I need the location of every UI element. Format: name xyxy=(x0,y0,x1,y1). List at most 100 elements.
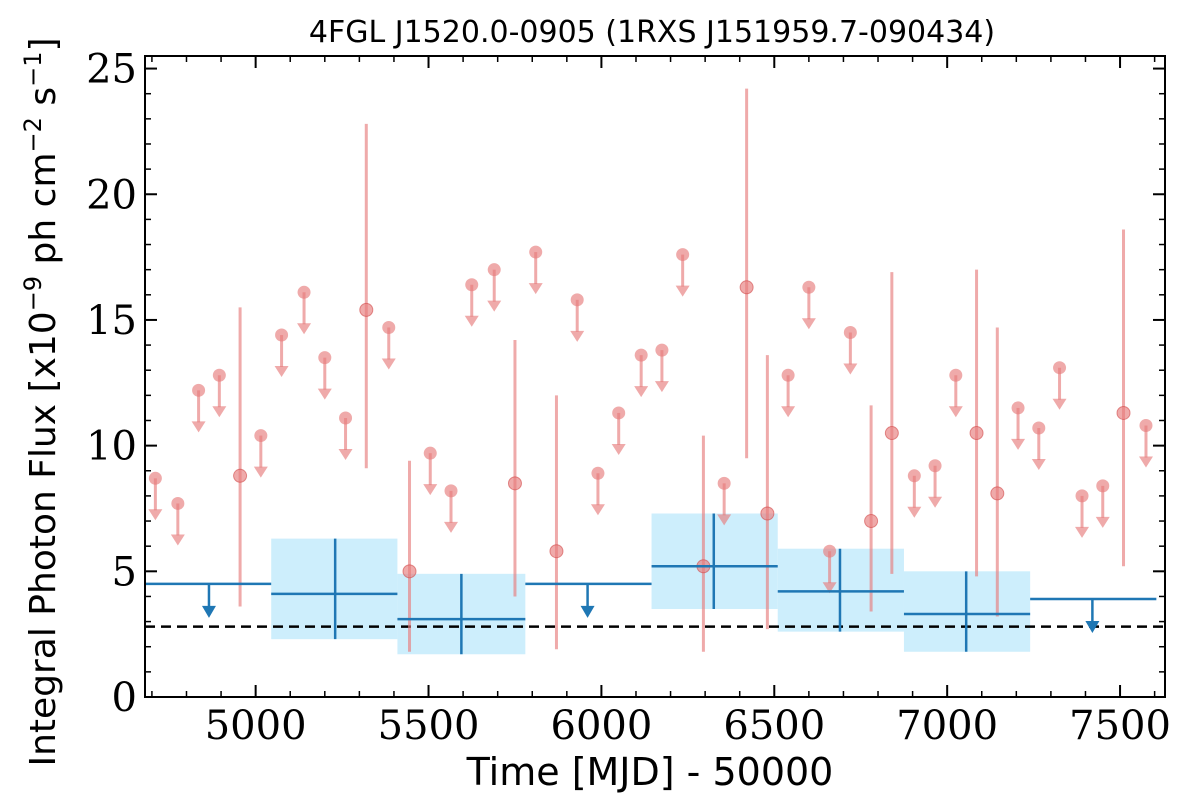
short-bin-point xyxy=(739,280,754,295)
short-bin-limit-point xyxy=(949,368,963,382)
short-bin-limit-point xyxy=(1139,419,1153,433)
y-axis-label: Integral Photon Flux [x10−9 ph cm−2 s−1] xyxy=(19,37,64,766)
short-bin-limit-point xyxy=(297,285,311,299)
x-tick-label: 5500 xyxy=(378,703,480,749)
short-bin-point xyxy=(990,486,1005,501)
short-bin-limit-arrow xyxy=(191,421,206,433)
short-bin-limit-arrow xyxy=(907,506,922,518)
short-bin-limit-point xyxy=(612,406,626,420)
short-bin-limit-point xyxy=(823,544,837,558)
short-bin-limit-arrow xyxy=(717,514,732,526)
long-bin-limit-arrow xyxy=(1085,620,1100,633)
short-bin-limit-point xyxy=(1032,421,1046,435)
y-tick-label: 0 xyxy=(112,675,137,721)
x-tick-label: 6000 xyxy=(551,703,653,749)
short-bin-limit-point xyxy=(843,326,857,340)
short-bin-marks xyxy=(148,88,1153,652)
short-bin-limit-point xyxy=(254,429,268,443)
short-bin-limit-point xyxy=(570,293,584,307)
short-bin-point xyxy=(884,426,899,441)
y-tick-label: 5 xyxy=(112,549,137,595)
short-bin-limit-arrow xyxy=(528,283,543,295)
short-bin-limit-point xyxy=(1053,361,1067,375)
short-bin-limit-arrow xyxy=(317,388,332,400)
short-bin-limit-point xyxy=(171,496,185,510)
x-tick-label: 6500 xyxy=(723,703,825,749)
y-tick-label: 15 xyxy=(86,298,137,344)
y-axis-label-exponent-3: −1 xyxy=(19,52,47,87)
short-bin-limit-arrow xyxy=(274,366,289,378)
short-bin-limit-point xyxy=(928,459,942,473)
short-bin-limit-arrow xyxy=(611,443,626,455)
short-bin-limit-arrow xyxy=(801,318,816,330)
short-bin-limit-arrow xyxy=(822,582,837,594)
short-bin-limit-point xyxy=(802,280,816,294)
short-bin-limit-arrow xyxy=(170,534,185,546)
short-bin-limit-arrow xyxy=(634,386,649,398)
tick-labels: 5000 5500 6000 6500 7000 7500 0 5 10 15 20 25 xyxy=(86,47,1171,749)
y-tick-label: 10 xyxy=(86,424,137,470)
short-bin-limit-arrow xyxy=(1052,398,1067,410)
x-tick-label: 7500 xyxy=(1069,703,1171,749)
short-bin-limit-point xyxy=(318,351,332,365)
short-bin-limit-arrow xyxy=(675,285,690,297)
x-axis-label: Time [MJD] - 50000 xyxy=(466,750,834,794)
short-bin-limit-point xyxy=(907,469,921,483)
short-bin-limit-arrow xyxy=(148,509,163,521)
short-bin-limit-arrow xyxy=(381,358,396,370)
long-bin-limit-arrow xyxy=(580,605,595,618)
short-bin-point xyxy=(760,506,775,521)
short-bin-limit-point xyxy=(781,368,795,382)
short-bin-limit-point xyxy=(444,484,458,498)
chart-title: 4FGL J1520.0-0905 (1RXS J151959.7-090434… xyxy=(309,15,995,50)
long-bin-limit-arrow xyxy=(201,605,216,618)
short-bin-point xyxy=(359,302,374,317)
plot-frame xyxy=(144,55,1166,698)
short-bin-limit-point xyxy=(1096,479,1110,493)
short-bin-limit-point xyxy=(717,476,731,490)
short-bin-limit-point xyxy=(1075,489,1089,503)
short-bin-limit-point xyxy=(275,328,289,342)
short-bin-limit-arrow xyxy=(570,330,585,342)
short-bin-point xyxy=(549,544,564,559)
x-tick-label: 5000 xyxy=(205,703,307,749)
short-bin-limit-point xyxy=(423,446,437,460)
short-bin-point xyxy=(1116,405,1131,420)
short-bin-limit-arrow xyxy=(1138,456,1153,468)
long-bin-marks xyxy=(145,513,1157,655)
y-axis-label-end: ] xyxy=(23,37,64,51)
x-tick-label: 7000 xyxy=(896,703,998,749)
short-bin-limit-point xyxy=(465,278,479,292)
short-bin-limit-arrow xyxy=(1011,438,1026,450)
short-bin-limit-arrow xyxy=(253,466,268,478)
short-bin-point xyxy=(864,514,879,529)
short-bin-limit-arrow xyxy=(464,315,479,327)
short-bin-limit-point xyxy=(529,245,543,259)
short-bin-limit-arrow xyxy=(487,300,502,312)
y-tick-label: 25 xyxy=(86,47,137,93)
y-axis-label-mid: ph cm xyxy=(23,152,64,275)
short-bin-limit-point xyxy=(676,248,690,262)
short-bin-limit-point xyxy=(655,343,669,357)
short-bin-limit-point xyxy=(192,383,206,397)
y-axis-label-exponent-2: −2 xyxy=(19,117,47,152)
short-bin-limit-arrow xyxy=(781,406,796,418)
short-bin-limit-arrow xyxy=(212,406,227,418)
short-bin-limit-arrow xyxy=(948,406,963,418)
short-bin-limit-arrow xyxy=(654,381,669,393)
short-bin-limit-point xyxy=(634,348,648,362)
y-axis-label-exponent-1: −9 xyxy=(19,276,47,311)
short-bin-limit-arrow xyxy=(1075,526,1090,538)
short-bin-limit-arrow xyxy=(297,323,312,335)
short-bin-limit-arrow xyxy=(843,363,858,375)
short-bin-point xyxy=(233,468,248,483)
short-bin-limit-arrow xyxy=(444,521,458,533)
short-bin-limit-arrow xyxy=(1095,516,1110,528)
short-bin-limit-point xyxy=(339,411,353,425)
short-bin-limit-point xyxy=(382,320,396,334)
short-bin-point xyxy=(402,564,417,579)
short-bin-limit-point xyxy=(212,368,226,382)
short-bin-limit-point xyxy=(487,263,501,277)
short-bin-point xyxy=(969,426,984,441)
